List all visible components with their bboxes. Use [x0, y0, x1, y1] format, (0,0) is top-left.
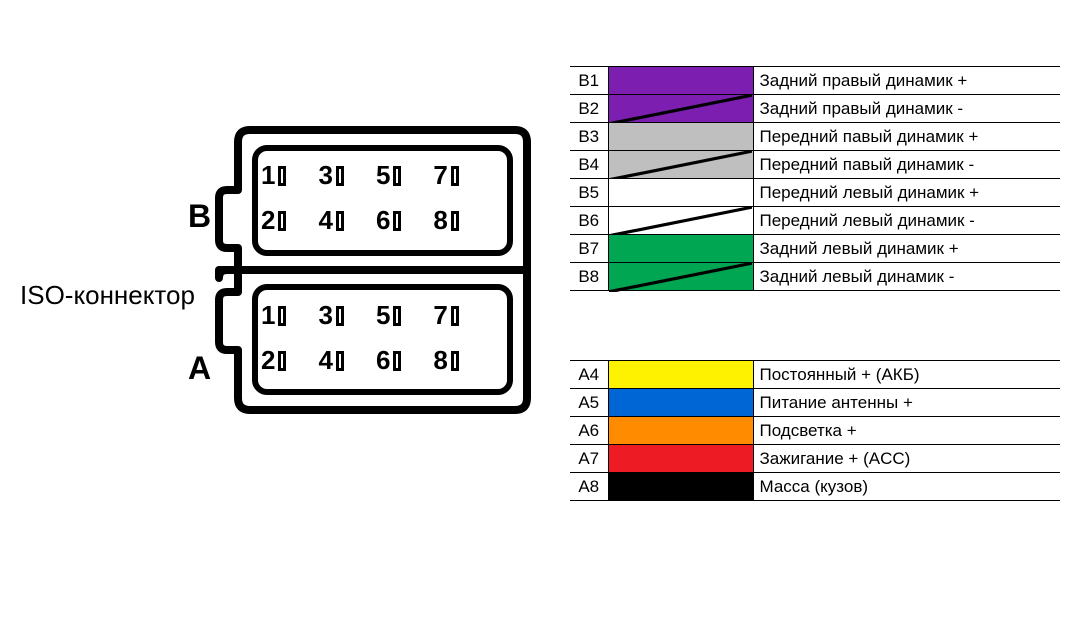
legend-b-row: B4 Передний павый динамик -	[570, 151, 1060, 179]
legend-code: B3	[570, 123, 608, 151]
section-label-b: B	[188, 198, 211, 235]
pin-b2: 2	[261, 205, 286, 236]
legend-description: Передний павый динамик -	[753, 151, 1060, 179]
pin-b7: 7	[433, 160, 458, 191]
legend-code: A5	[570, 389, 608, 417]
legend-swatch	[608, 389, 753, 417]
legend-description: Передний левый динамик -	[753, 207, 1060, 235]
pin-a4: 4	[318, 345, 343, 376]
pin-a5: 5	[376, 300, 401, 331]
pin-b4: 4	[318, 205, 343, 236]
pin-a8: 8	[433, 345, 458, 376]
legend-description: Подсветка +	[753, 417, 1060, 445]
pin-a7: 7	[433, 300, 458, 331]
legend-code: B8	[570, 263, 608, 291]
pin-row-b-top: 1 3 5 7	[255, 160, 505, 191]
pin-b1: 1	[261, 160, 286, 191]
legend-b-row: B6 Передний левый динамик -	[570, 207, 1060, 235]
pin-a2: 2	[261, 345, 286, 376]
legend-b-row: B7 Задний левый динамик +	[570, 235, 1060, 263]
pin-block-b: 1 3 5 7 2 4 6 8	[255, 160, 505, 250]
legend-b-row: B8 Задний левый динамик -	[570, 263, 1060, 291]
legend-description: Постоянный + (АКБ)	[753, 361, 1060, 389]
legend-b-row: B5 Передний левый динамик +	[570, 179, 1060, 207]
section-label-a: A	[188, 350, 211, 387]
legend-description: Масса (кузов)	[753, 473, 1060, 501]
legend-swatch	[608, 235, 753, 263]
legend-description: Зажигание + (ACC)	[753, 445, 1060, 473]
pin-block-a: 1 3 5 7 2 4 6 8	[255, 300, 505, 390]
legend-code: A4	[570, 361, 608, 389]
legend-swatch	[608, 123, 753, 151]
legend-description: Задний правый динамик +	[753, 67, 1060, 95]
legend-swatch	[608, 151, 753, 179]
legend-code: A7	[570, 445, 608, 473]
legend-table-a: A4Постоянный + (АКБ)A5Питание антенны +A…	[570, 360, 1060, 501]
legend-a-row: A7 Зажигание + (ACC)	[570, 445, 1060, 473]
legend-code: B5	[570, 179, 608, 207]
legend-description: Питание антенны +	[753, 389, 1060, 417]
legend-b-row: B2 Задний правый динамик -	[570, 95, 1060, 123]
legend-swatch	[608, 179, 753, 207]
legend-code: A8	[570, 473, 608, 501]
legend-description: Задний левый динамик -	[753, 263, 1060, 291]
pin-a6: 6	[376, 345, 401, 376]
legend-code: B1	[570, 67, 608, 95]
legend-swatch	[608, 417, 753, 445]
legend-description: Передний павый динамик +	[753, 123, 1060, 151]
pin-row-a-top: 1 3 5 7	[255, 300, 505, 331]
legend-swatch	[608, 445, 753, 473]
legend-code: B4	[570, 151, 608, 179]
legend-description: Задний правый динамик -	[753, 95, 1060, 123]
legend-b-row: B1 Задний правый динамик +	[570, 67, 1060, 95]
legend-a-row: A5 Питание антенны +	[570, 389, 1060, 417]
legend-b-row: B3 Передний павый динамик +	[570, 123, 1060, 151]
legend-swatch	[608, 207, 753, 235]
iso-connector-title: ISO-коннектор	[20, 280, 195, 311]
legend-swatch	[608, 263, 753, 291]
pin-b5: 5	[376, 160, 401, 191]
pin-b3: 3	[318, 160, 343, 191]
legend-table-b: B1 Задний правый динамик + B2 Задний правый…	[570, 66, 1060, 291]
pin-b6: 6	[376, 205, 401, 236]
legend-swatch	[608, 95, 753, 123]
iso-connector-diagram: ISO-коннектор B A 1 3 5 7 2 4 6 8 1 3 5	[20, 120, 540, 440]
legend-swatch	[608, 67, 753, 95]
pin-b8: 8	[433, 205, 458, 236]
legend-code: A6	[570, 417, 608, 445]
legend-a-row: A8 Масса (кузов)	[570, 473, 1060, 501]
pin-row-a-bottom: 2 4 6 8	[255, 345, 505, 376]
legend-description: Задний левый динамик +	[753, 235, 1060, 263]
legend-code: B6	[570, 207, 608, 235]
legend-code: B7	[570, 235, 608, 263]
legend-code: B2	[570, 95, 608, 123]
legend-a-row: A6 Подсветка +	[570, 417, 1060, 445]
pin-row-b-bottom: 2 4 6 8	[255, 205, 505, 236]
pin-a3: 3	[318, 300, 343, 331]
legend-description: Передний левый динамик +	[753, 179, 1060, 207]
pin-a1: 1	[261, 300, 286, 331]
legend-swatch	[608, 361, 753, 389]
legend-swatch	[608, 473, 753, 501]
legend-a-row: A4 Постоянный + (АКБ)	[570, 361, 1060, 389]
